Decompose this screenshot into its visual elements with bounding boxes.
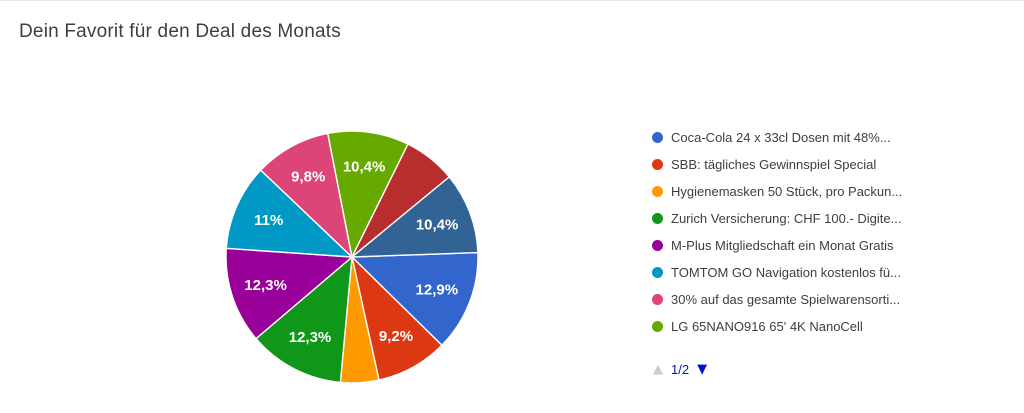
legend-page-label: 1/2 (671, 361, 690, 377)
legend-item-label: LG 65NANO916 65' 4K NanoCell (671, 319, 863, 334)
chart-title: Dein Favorit für den Deal des Monats (19, 21, 341, 42)
pie-chart: 12,9% 9,2% 12,3% 12,3% 11% 9,8% 10,4% 10,4% (225, 130, 479, 384)
legend-color-dot-icon (652, 213, 663, 224)
legend-item: 30% auf das gesamte Spielwarensorti... (652, 286, 902, 313)
pie-slice-label: 12,9% (416, 282, 459, 299)
legend-item-label: M-Plus Mitgliedschaft ein Monat Gratis (671, 238, 894, 253)
legend-pagination: ▲ 1/2 ▼ (653, 360, 707, 378)
legend-item: SBB: tägliches Gewinnspiel Special (652, 151, 902, 178)
legend-item-label: Coca-Cola 24 x 33cl Dosen mit 48%... (671, 130, 891, 145)
pie-slice[interactable] (351, 176, 479, 258)
legend-color-dot-icon (652, 186, 663, 197)
pie-slice-label: 9,2% (379, 328, 413, 345)
legend-item-label: SBB: tägliches Gewinnspiel Special (671, 157, 877, 172)
legend-page-down-icon[interactable]: ▼ (697, 361, 708, 377)
pie-slice-label: 9,8% (291, 169, 325, 186)
legend-color-dot-icon (652, 321, 663, 332)
legend-color-dot-icon (652, 240, 663, 251)
legend-color-dot-icon (652, 294, 663, 305)
chart-legend: Coca-Cola 24 x 33cl Dosen mit 48%... SBB:… (652, 124, 902, 340)
pie-slice[interactable] (327, 130, 409, 258)
legend-color-dot-icon (652, 159, 663, 170)
legend-item: TOMTOM GO Navigation kostenlos fü... (652, 259, 902, 286)
pie-slice[interactable] (225, 247, 353, 340)
legend-color-dot-icon (652, 267, 663, 278)
pie-slice[interactable] (225, 169, 353, 258)
legend-item-label: 30% auf das gesamte Spielwarensorti... (671, 292, 901, 307)
legend-item-label: TOMTOM GO Navigation kostenlos fü... (671, 265, 901, 280)
legend-item-label: Zurich Versicherung: CHF 100.- Digite... (671, 211, 902, 226)
pie-slice[interactable] (260, 132, 353, 258)
legend-item: Hygienemasken 50 Stück, pro Packun... (652, 178, 902, 205)
legend-item: LG 65NANO916 65' 4K NanoCell (652, 313, 902, 340)
pie-slice-label: 10,4% (416, 216, 459, 233)
pie-slice[interactable] (351, 251, 479, 346)
legend-item: Coca-Cola 24 x 33cl Dosen mit 48%... (652, 124, 902, 151)
pie-slice-label: 11% (254, 212, 283, 229)
legend-item: Zurich Versicherung: CHF 100.- Digite... (652, 205, 902, 232)
pie-slice-label: 10,4% (343, 158, 386, 175)
pie-slice-label: 12,3% (244, 277, 287, 294)
legend-item-label: Hygienemasken 50 Stück, pro Packun... (671, 184, 903, 199)
legend-item: M-Plus Mitgliedschaft ein Monat Gratis (652, 232, 902, 259)
pie-slice[interactable] (255, 256, 353, 384)
legend-color-dot-icon (652, 132, 663, 143)
legend-page-up-icon[interactable]: ▲ (653, 361, 663, 377)
pie-slice-label: 12,3% (289, 329, 332, 346)
